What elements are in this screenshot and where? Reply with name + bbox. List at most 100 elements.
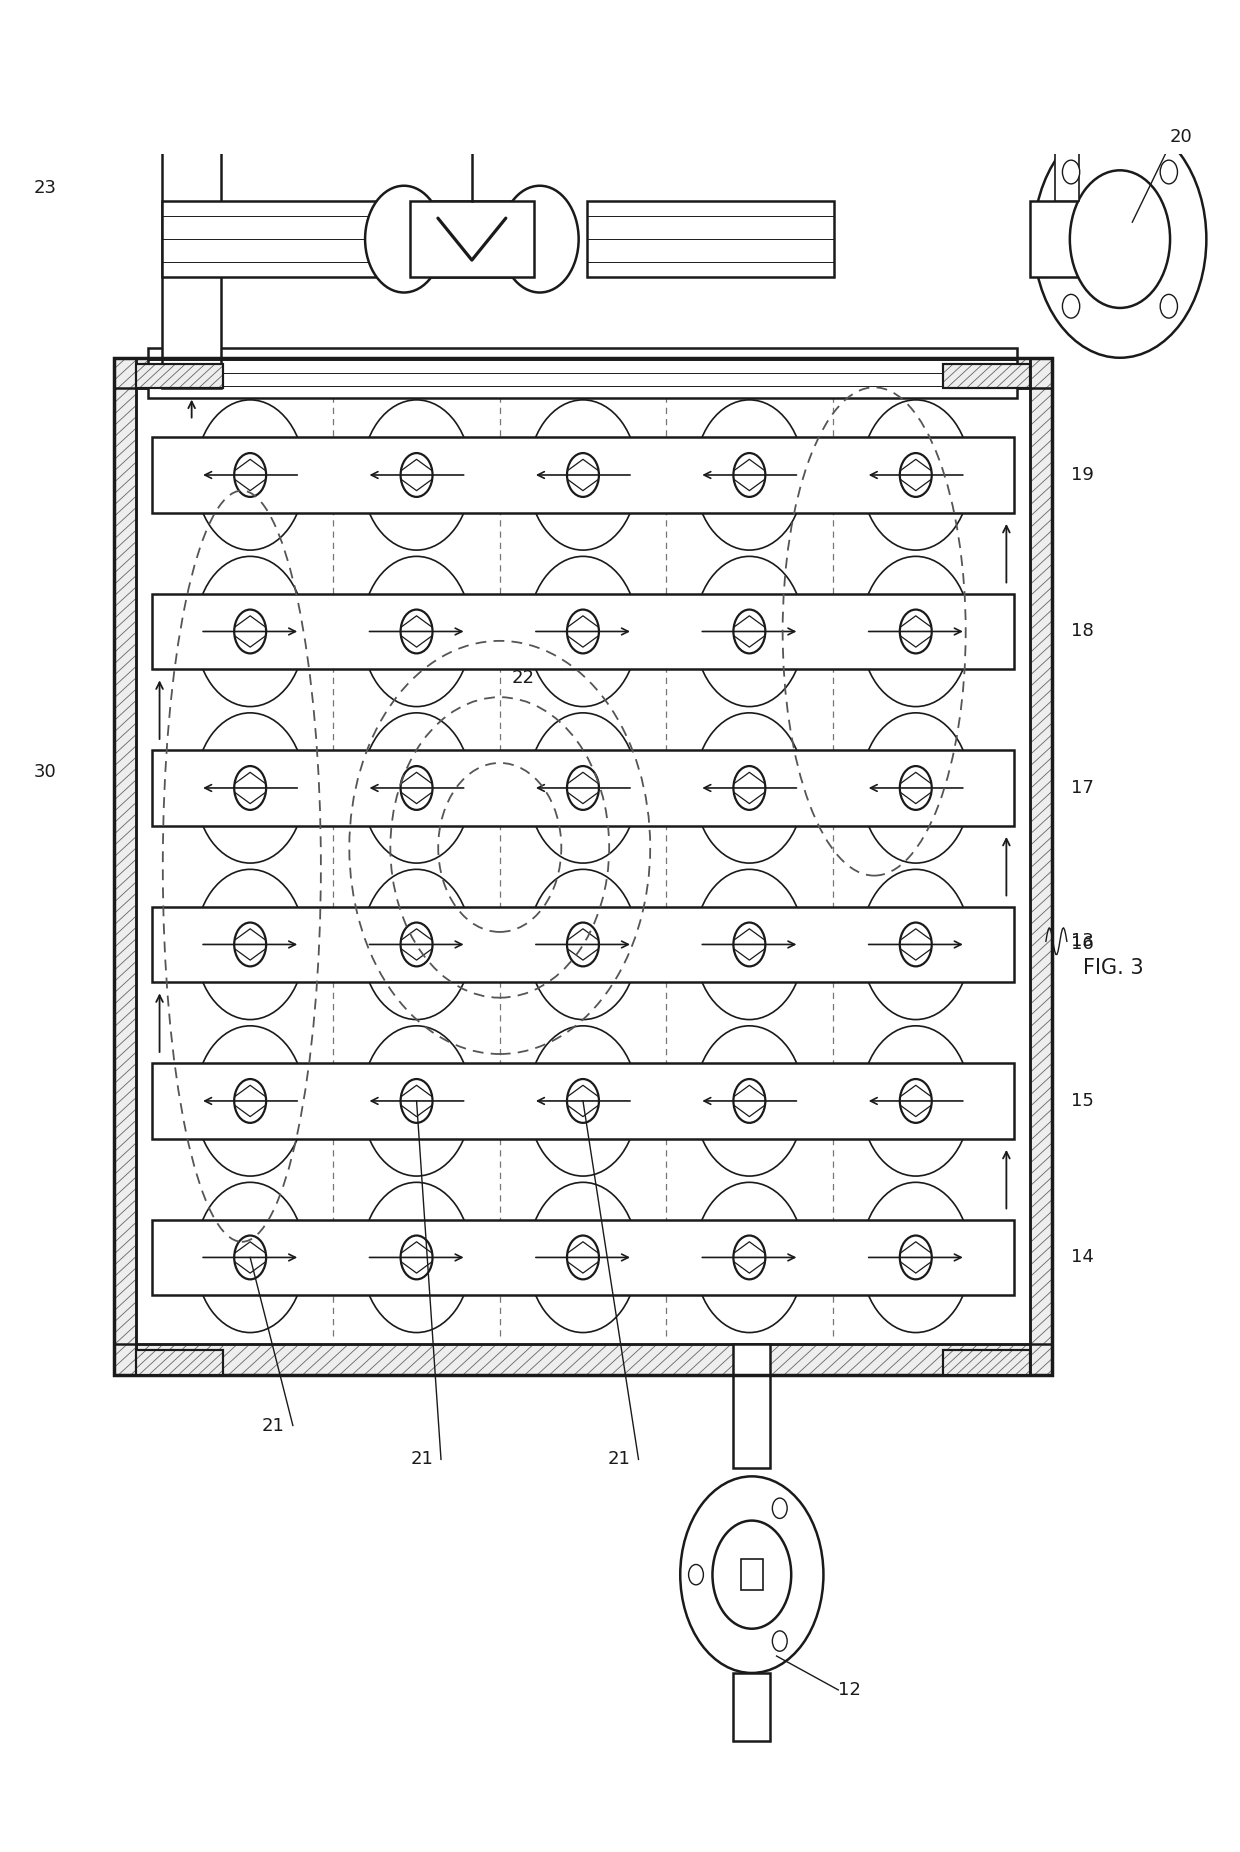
Bar [1050,124,1083,141]
Bar [944,363,1030,389]
Text: 14: 14 [1070,1248,1094,1267]
Circle shape [234,767,267,809]
Text: 22: 22 [512,669,536,687]
Circle shape [365,185,443,293]
Circle shape [567,454,599,496]
Circle shape [401,609,433,654]
Text: 23: 23 [33,180,57,198]
Circle shape [567,922,599,967]
Text: 20: 20 [1169,128,1192,146]
Bar [136,1350,222,1374]
Circle shape [733,767,765,809]
Circle shape [528,400,637,550]
Bar [1030,357,1052,1374]
Bar [1030,357,1052,1374]
Circle shape [528,1026,637,1176]
Bar [1054,141,1079,202]
Bar [114,1345,1052,1374]
Circle shape [733,922,765,967]
Bar [114,1345,1052,1374]
Circle shape [362,556,471,707]
Circle shape [861,1182,971,1333]
Circle shape [1063,294,1080,319]
Circle shape [234,1235,267,1280]
Bar [153,437,1014,513]
Bar [114,357,1052,389]
Circle shape [567,1235,599,1280]
Circle shape [196,1026,305,1176]
Circle shape [694,556,804,707]
Bar [432,35,512,67]
Circle shape [773,1498,787,1519]
Circle shape [528,869,637,1020]
Text: 21: 21 [608,1450,630,1469]
Circle shape [362,1182,471,1333]
Bar [1030,202,1110,278]
Circle shape [401,767,433,809]
Circle shape [401,454,433,496]
Bar [1050,124,1083,141]
Bar [162,120,221,389]
Circle shape [528,556,637,707]
Circle shape [196,556,305,707]
Circle shape [196,869,305,1020]
Circle shape [900,767,931,809]
Circle shape [362,713,471,863]
Circle shape [773,1632,787,1652]
Circle shape [694,1026,804,1176]
Circle shape [528,713,637,863]
Circle shape [1063,159,1080,183]
Bar [410,202,533,278]
Circle shape [528,1182,637,1333]
Circle shape [900,922,931,967]
Circle shape [733,454,765,496]
Bar [153,1220,1014,1295]
Text: 21: 21 [262,1417,285,1435]
Circle shape [733,1235,765,1280]
Circle shape [900,1080,931,1122]
Bar [153,594,1014,669]
Circle shape [401,1080,433,1122]
Text: 17: 17 [1070,780,1094,796]
Circle shape [1161,294,1178,319]
Circle shape [362,869,471,1020]
Bar [136,363,222,389]
Bar [419,67,525,104]
Circle shape [861,400,971,550]
Text: 30: 30 [33,763,56,782]
Text: 19: 19 [1070,467,1094,483]
Text: 15: 15 [1070,1093,1094,1109]
Bar [114,357,1052,389]
Circle shape [861,713,971,863]
Bar [944,1350,1030,1374]
Text: FIG. 3: FIG. 3 [1083,957,1143,978]
Circle shape [694,869,804,1020]
Circle shape [1033,120,1207,357]
Bar [733,1345,770,1469]
Circle shape [694,713,804,863]
Bar [153,907,1014,982]
Circle shape [1161,159,1178,183]
Bar [419,67,525,104]
Circle shape [196,400,305,550]
Bar [162,202,520,278]
Circle shape [501,185,579,293]
Circle shape [196,713,305,863]
Circle shape [401,922,433,967]
Bar [944,363,1030,389]
Bar [114,357,136,1374]
Circle shape [694,400,804,550]
Circle shape [362,1026,471,1176]
Bar [587,202,833,278]
Bar [153,1063,1014,1139]
Circle shape [567,767,599,809]
Circle shape [900,1235,931,1280]
Circle shape [234,609,267,654]
Circle shape [900,609,931,654]
Bar [136,1350,222,1374]
Circle shape [1070,170,1171,307]
Bar [114,357,136,1374]
Circle shape [401,1235,433,1280]
Text: 13: 13 [1070,932,1094,950]
Circle shape [567,1080,599,1122]
